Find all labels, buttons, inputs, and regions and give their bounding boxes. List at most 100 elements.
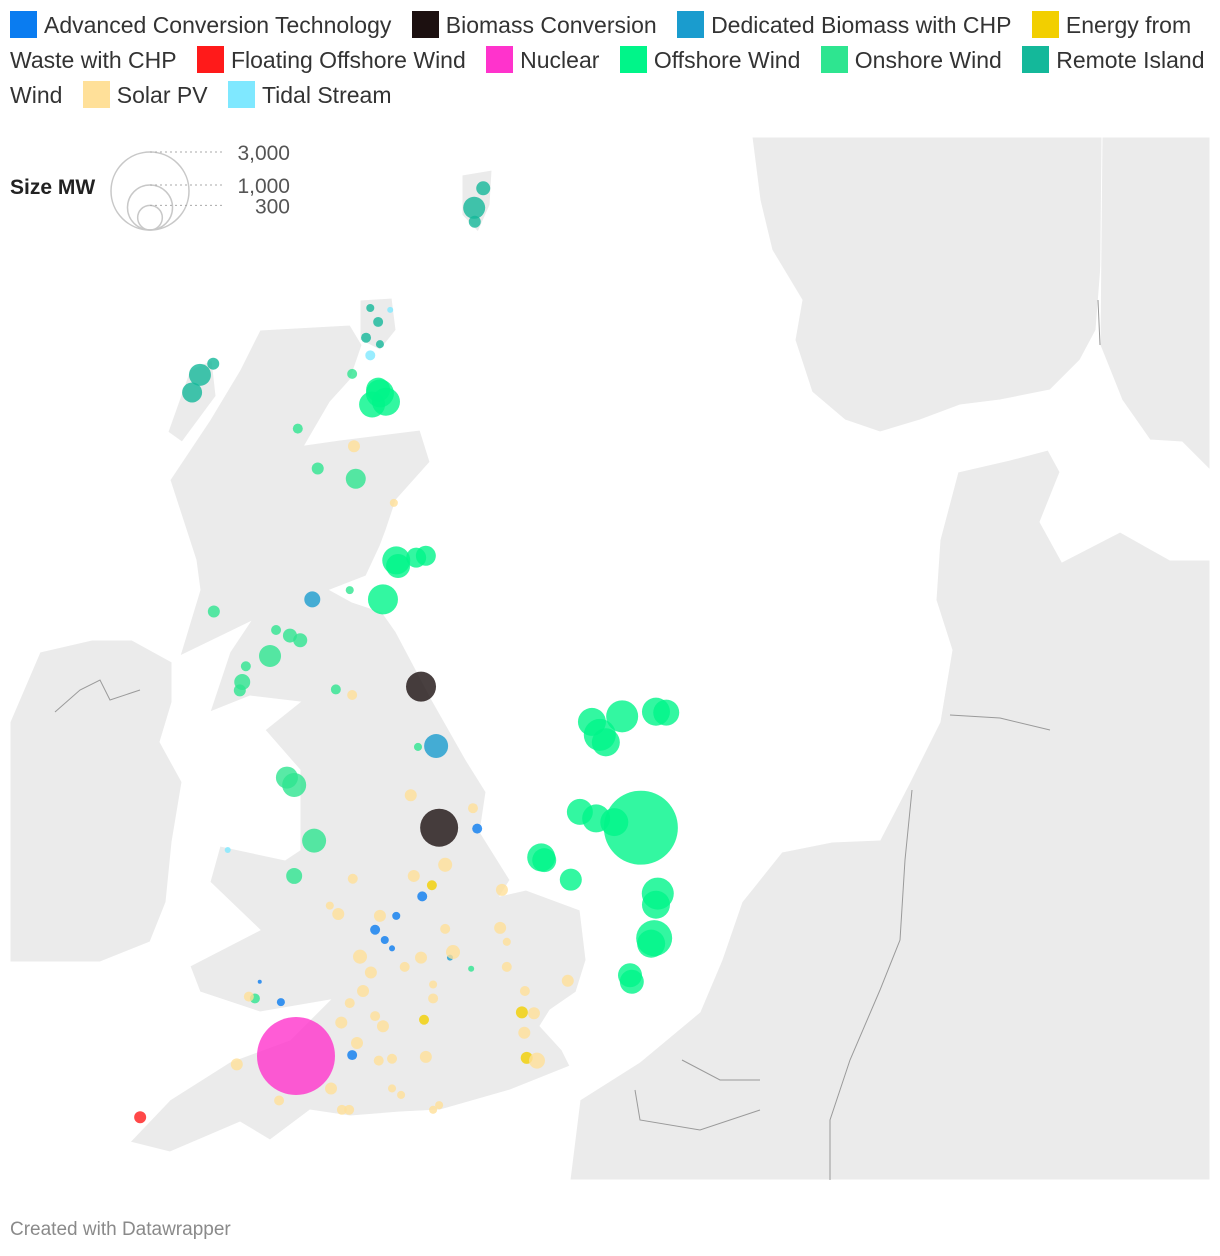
- legend-item: Advanced Conversion Technology: [10, 11, 391, 38]
- bubble: [476, 181, 491, 196]
- land-sweden: [1099, 136, 1211, 472]
- bubble: [347, 873, 358, 884]
- bubble: [345, 586, 354, 595]
- bubble: [472, 823, 483, 834]
- bubble: [207, 605, 220, 618]
- bubble: [302, 828, 327, 853]
- bubble: [233, 684, 246, 697]
- legend-swatch: [1022, 46, 1050, 73]
- bubble: [370, 924, 381, 935]
- legend-label: Onshore Wind: [854, 47, 1002, 73]
- bubble: [259, 645, 282, 668]
- size-legend-label: 300: [255, 195, 290, 218]
- legend-label: Nuclear: [520, 47, 600, 73]
- bubble: [518, 1026, 531, 1039]
- bubble: [519, 986, 530, 997]
- bubble: [188, 363, 211, 386]
- bubble: [304, 591, 321, 608]
- bubble: [373, 909, 386, 922]
- bubble: [357, 985, 370, 998]
- bubble: [559, 868, 582, 891]
- bubble: [429, 980, 438, 989]
- bubble: [311, 462, 324, 475]
- bubble: [603, 790, 678, 865]
- bubble: [350, 1036, 363, 1049]
- bubble: [404, 789, 417, 802]
- bubble: [420, 808, 459, 847]
- bubble: [293, 633, 308, 648]
- bubble: [467, 803, 478, 814]
- bubble: [606, 700, 639, 733]
- bubble: [527, 1007, 540, 1020]
- bubble: [240, 661, 251, 672]
- bubble: [243, 991, 254, 1002]
- legend-item: Floating Offshore Wind: [196, 46, 466, 73]
- bubble: [271, 625, 282, 636]
- bubble: [415, 951, 428, 964]
- size-legend-label: 3,000: [237, 142, 290, 165]
- bubble: [373, 1055, 384, 1066]
- legend-item: Solar PV: [82, 81, 208, 108]
- bubble: [435, 1101, 444, 1110]
- bubble: [134, 1111, 147, 1124]
- bubble: [182, 382, 203, 403]
- legend-label: Remote Island Wind: [10, 47, 1205, 108]
- bubble: [619, 969, 644, 994]
- legend-item: Dedicated Biomass with CHP: [677, 11, 1011, 38]
- legend-label: Biomass Conversion: [445, 12, 657, 38]
- legend-label: Offshore Wind: [653, 47, 801, 73]
- bubble: [424, 734, 449, 759]
- bubble: [387, 306, 394, 313]
- legend-item: Nuclear: [486, 46, 600, 73]
- land-continent: [569, 449, 1211, 1181]
- legend-item: Biomass Conversion: [411, 11, 657, 38]
- bubble: [344, 998, 355, 1009]
- bubble: [366, 377, 391, 402]
- legend-swatch: [820, 46, 848, 73]
- bubble: [373, 316, 384, 327]
- legend-item: Remote Island Wind: [10, 46, 1205, 108]
- bubbles: [134, 181, 680, 1124]
- legend-swatch: [677, 11, 705, 38]
- legend-item: Onshore Wind: [820, 46, 1002, 73]
- bubble: [413, 742, 423, 751]
- bubble: [335, 1016, 348, 1029]
- bubble: [325, 1082, 338, 1095]
- bubble: [375, 340, 384, 349]
- size-legend-circle: [136, 204, 164, 231]
- bubble: [386, 553, 411, 578]
- bubble: [653, 699, 680, 726]
- bubble: [446, 945, 461, 960]
- legend-item: Offshore Wind: [619, 46, 801, 73]
- legend-swatch: [227, 81, 255, 108]
- bubble: [276, 998, 285, 1007]
- bubble: [325, 901, 334, 910]
- country-border: [634, 299, 1101, 1180]
- legend-swatch: [1031, 11, 1059, 38]
- bubble: [528, 1052, 545, 1069]
- bubble: [417, 891, 428, 902]
- bubble: [397, 1090, 406, 1099]
- legend-swatch: [619, 46, 647, 73]
- size-legend-circle: [110, 151, 190, 231]
- bubble: [347, 440, 360, 453]
- legend-item: Energy from Waste with CHP: [10, 11, 1191, 73]
- bubble: [407, 869, 420, 882]
- bubble: [352, 949, 368, 964]
- bubble: [366, 303, 375, 313]
- bubble: [365, 350, 376, 361]
- bubble: [230, 1058, 243, 1071]
- bubble: [419, 1014, 430, 1025]
- bubble: [468, 215, 481, 228]
- bubble: [361, 332, 372, 343]
- bubble: [419, 1050, 432, 1063]
- bubble: [286, 867, 303, 884]
- bubble: [429, 1105, 438, 1114]
- bubble: [347, 1050, 358, 1061]
- base-map: [9, 136, 1211, 1181]
- legend-swatch: [486, 46, 514, 73]
- bubble: [468, 965, 475, 972]
